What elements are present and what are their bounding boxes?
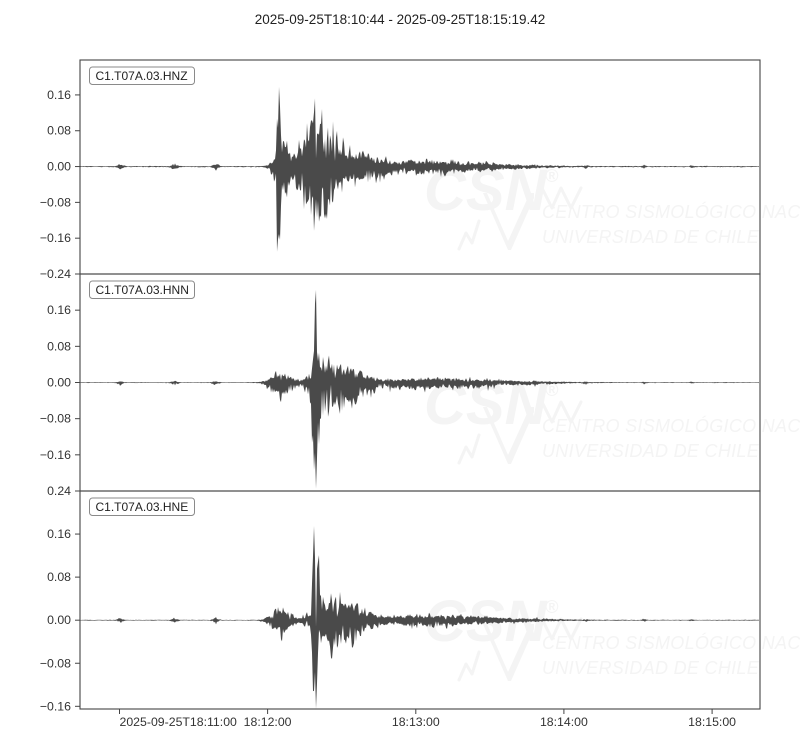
svg-text:−0.24: −0.24 [40,267,71,281]
svg-text:−0.08: −0.08 [40,195,71,209]
svg-text:−0.16: −0.16 [40,448,71,462]
svg-text:C1.T07A.03.HNZ: C1.T07A.03.HNZ [96,69,188,83]
svg-text:18:13:00: 18:13:00 [392,715,440,729]
svg-text:0.00: 0.00 [47,613,71,627]
svg-text:0.08: 0.08 [47,570,71,584]
svg-text:0.08: 0.08 [47,339,71,353]
svg-text:18:15:00: 18:15:00 [688,715,736,729]
svg-text:0.00: 0.00 [47,160,71,174]
svg-text:2025-09-25T18:11:00: 2025-09-25T18:11:00 [120,715,238,729]
svg-text:0.00: 0.00 [47,376,71,390]
svg-text:18:14:00: 18:14:00 [540,715,588,729]
svg-text:18:12:00: 18:12:00 [244,715,292,729]
svg-text:0.08: 0.08 [47,124,71,138]
svg-text:C1.T07A.03.HNE: C1.T07A.03.HNE [96,500,189,514]
svg-text:−0.16: −0.16 [40,699,71,713]
svg-text:0.16: 0.16 [47,88,71,102]
svg-text:−0.16: −0.16 [40,231,71,245]
svg-text:0.16: 0.16 [47,303,71,317]
svg-text:−0.08: −0.08 [40,412,71,426]
svg-text:0.16: 0.16 [47,527,71,541]
svg-text:C1.T07A.03.HNN: C1.T07A.03.HNN [96,283,189,297]
svg-text:0.24: 0.24 [47,484,71,498]
svg-text:−0.08: −0.08 [40,656,71,670]
